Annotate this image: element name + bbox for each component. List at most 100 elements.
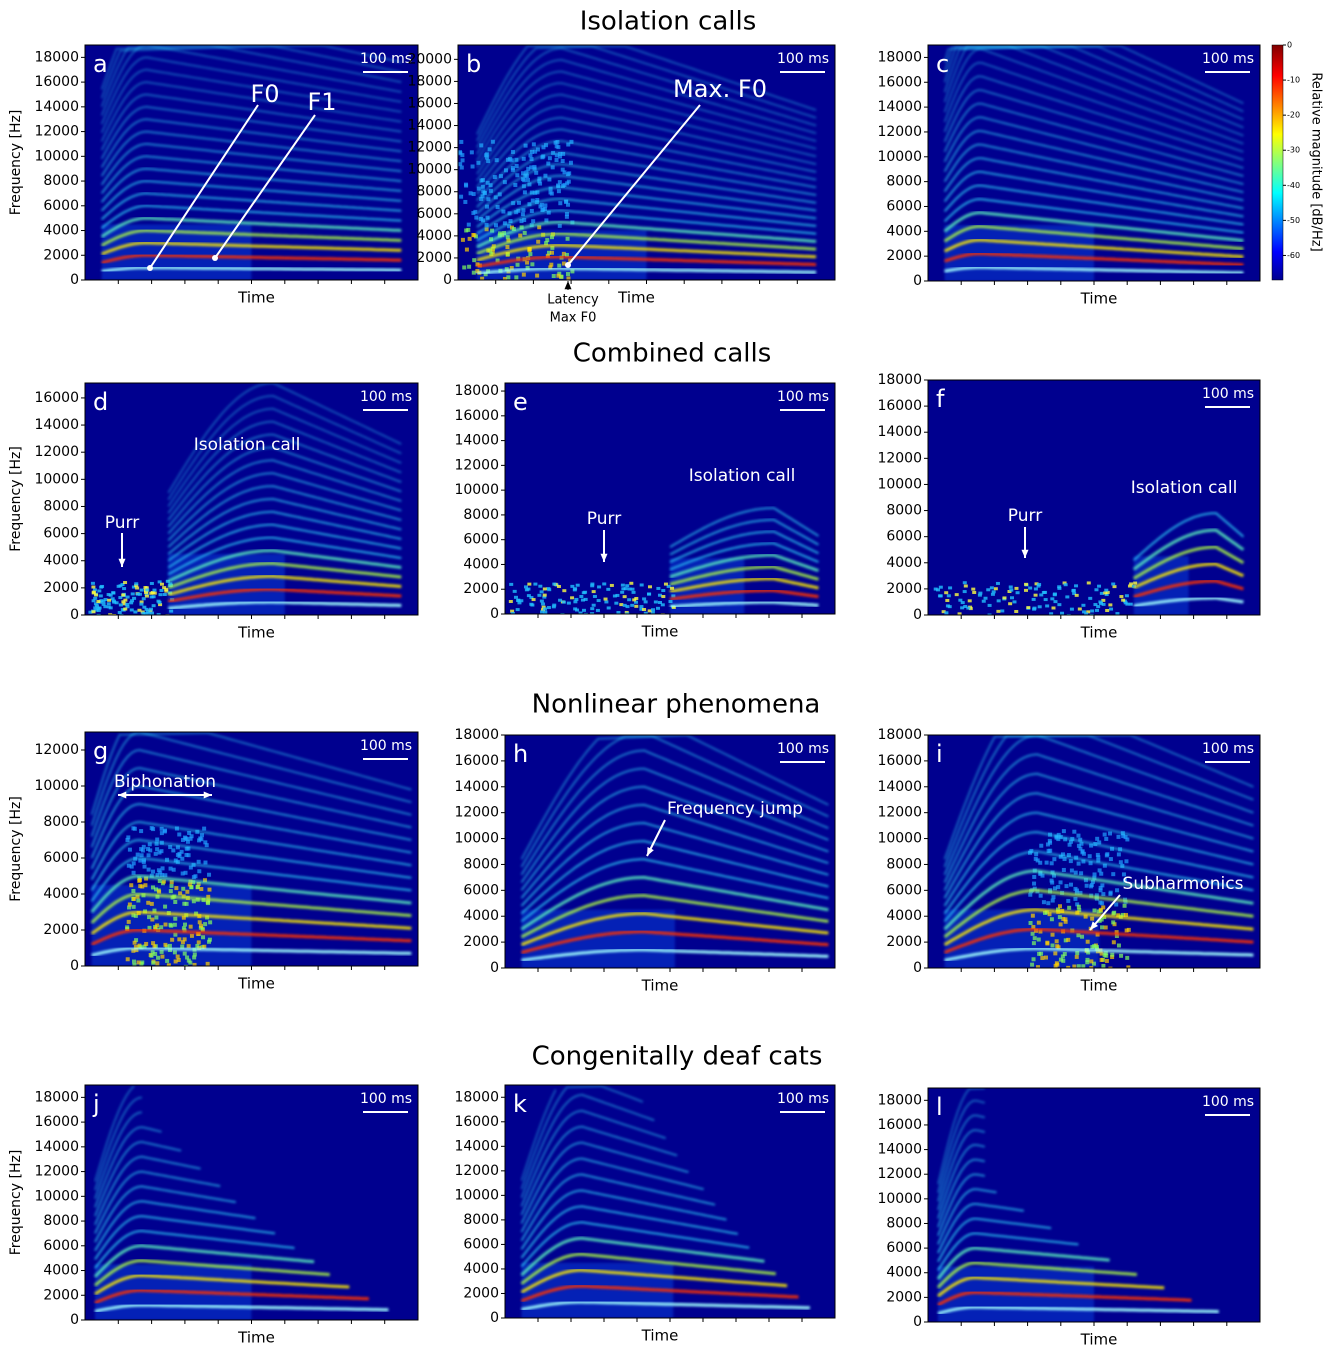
broadband-noise [476,186,481,191]
arrow-head [647,847,654,856]
broadband-noise [505,235,510,240]
broadband-noise [180,856,185,861]
purr-noise [634,596,639,600]
y-tick-label: 4000 [886,223,922,239]
broadband-noise [1123,835,1128,840]
broadband-noise [1081,859,1086,864]
harmonic [520,840,829,915]
broadband-noise [546,161,551,166]
broadband-noise [173,899,178,904]
harmonic [100,228,402,247]
purr-noise [1000,609,1005,613]
broadband-noise [515,262,520,267]
purr-noise [133,610,138,614]
scale-bar-label: 100 ms [1202,741,1254,757]
broadband-noise [1076,933,1081,938]
harmonic [936,1246,1110,1280]
harmonic [937,1088,985,1185]
harmonic [943,869,1254,931]
broadband-noise [184,846,189,851]
harmonic [520,875,829,931]
purr-noise [990,592,995,596]
spectrogram [928,380,1260,615]
broadband-noise [1068,882,1073,887]
purr-noise [539,590,544,594]
spectrogram-background [928,380,1260,615]
purr-noise [149,581,154,585]
y-tick-label: 4000 [463,556,499,572]
harmonic [943,211,1244,243]
purr-noise [96,608,101,612]
broadband-noise [564,199,569,204]
purr-noise [1066,613,1071,615]
purr-noise [596,599,601,603]
broadband-noise [136,960,141,965]
broadband-noise [154,915,159,920]
broadband-noise [193,874,198,879]
harmonic [167,459,402,535]
broadband-noise [1035,858,1040,863]
broadband-noise [1125,837,1130,842]
y-tick-label: 10000 [34,778,79,794]
broadband-noise [1062,952,1067,957]
y-tick-label: 16000 [454,753,499,769]
purr-noise [653,600,658,604]
y-tick-label: 8000 [416,184,452,200]
purr-noise [106,593,111,597]
purr-noise [1105,590,1110,594]
harmonic [94,1229,295,1269]
harmonic [476,220,817,249]
broadband-noise [486,197,491,202]
broadband-noise [1095,852,1100,857]
purr-noise [1089,613,1094,615]
purr-noise [625,605,630,609]
broadband-noise [126,863,131,868]
broadband-noise [505,245,510,250]
broadband-noise [199,887,204,892]
purr-noise [121,600,126,604]
annotation-dot [212,255,218,261]
broadband-noise [528,252,533,257]
purr-noise [562,589,567,593]
harmonic [476,151,817,208]
purr-noise [566,601,571,605]
purr-noise [93,606,98,610]
broadband-noise [544,241,549,246]
broadband-noise [549,250,554,255]
y-tick-label: 16000 [407,95,452,111]
purr-noise [524,585,529,589]
broadband-noise [155,837,160,842]
harmonic [476,116,817,188]
broadband-noise [192,962,197,966]
purr-noise [1031,597,1036,601]
broadband-noise [1084,883,1089,888]
broadband-noise [127,847,132,852]
y-tick-label: 16000 [34,390,79,406]
y-tick-label: 10000 [34,1188,79,1204]
broadband-noise [550,165,555,170]
broadband-noise [1078,846,1083,851]
broadband-noise [1066,898,1071,903]
purr-noise [1133,581,1138,585]
purr-noise [123,581,128,585]
broadband-noise [201,935,206,940]
broadband-noise [460,237,465,242]
broadband-noise [150,950,155,955]
broadband-noise [141,844,146,849]
purr-noise [145,588,150,592]
purr-noise [508,599,513,603]
broadband-noise [1038,860,1043,865]
y-tick-label: 0 [70,958,79,974]
purr-noise [957,612,962,615]
broadband-noise [1032,936,1037,941]
scale-bar-label: 100 ms [777,1091,829,1107]
broadband-noise [522,218,527,223]
purr-noise [634,600,639,604]
harmonic [476,70,817,162]
broadband-noise [144,941,149,946]
broadband-noise [182,937,187,942]
purr-noise [963,584,968,588]
harmonic [937,1276,1165,1298]
purr-noise [986,588,991,592]
purr-noise [164,589,169,593]
